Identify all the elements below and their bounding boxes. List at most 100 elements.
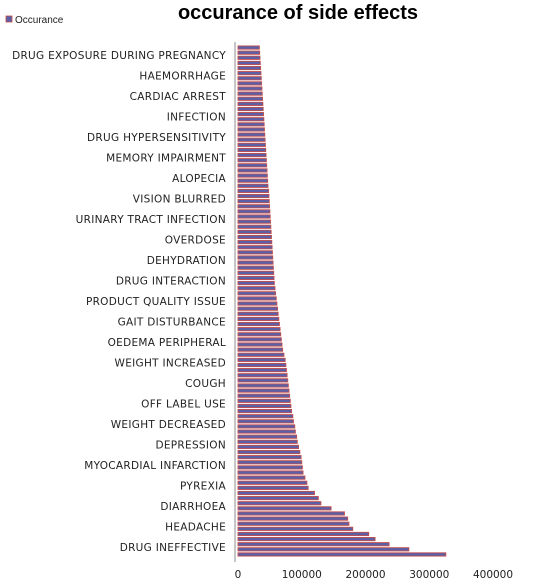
bar: [237, 424, 296, 429]
y-tick-label: PYREXIA: [180, 480, 227, 492]
bar: [237, 127, 265, 132]
bar: [237, 337, 282, 342]
bar: [237, 465, 303, 470]
bar: [237, 475, 306, 480]
bar: [237, 173, 268, 178]
y-tick-label: URINARY TRACT INFECTION: [76, 214, 226, 226]
bar: [237, 132, 266, 137]
y-tick-label: WEIGHT DECREASED: [111, 419, 226, 431]
y-tick-label: INFECTION: [167, 112, 226, 124]
y-tick-label: WEIGHT INCREASED: [115, 357, 226, 369]
bar: [237, 429, 296, 434]
bar: [237, 342, 283, 347]
bar: [237, 357, 286, 362]
bar: [237, 81, 263, 86]
x-tick-label: 300000: [409, 569, 449, 581]
y-tick-label: DRUG HYPERSENSITIVITY: [87, 132, 226, 144]
y-tick-label: DEHYDRATION: [147, 255, 226, 267]
x-tick-label: 200000: [345, 569, 385, 581]
bar: [237, 71, 262, 76]
bar: [237, 91, 263, 96]
bar: [237, 229, 272, 234]
bar: [237, 117, 265, 122]
bar: [237, 168, 268, 173]
bar: [237, 204, 271, 209]
bar: [237, 245, 273, 250]
y-tick-label: OFF LABEL USE: [141, 398, 226, 410]
bar: [237, 137, 266, 142]
bar: [237, 152, 267, 158]
bar: [237, 234, 272, 240]
bar: [237, 531, 370, 537]
bar: [237, 163, 268, 168]
bar: [237, 398, 291, 403]
bar: [237, 265, 274, 270]
bar: [237, 60, 261, 66]
bar: [237, 147, 267, 153]
y-tick-label: MYOCARDIAL INFARCTION: [84, 460, 226, 472]
bar: [237, 45, 260, 50]
bar: [237, 449, 301, 455]
bar: [237, 224, 272, 229]
bar: [237, 470, 304, 475]
bars: [237, 45, 447, 557]
bar: [237, 209, 271, 214]
bar: [237, 311, 279, 316]
bar: [237, 552, 447, 557]
x-axis-labels: 0 100000 200000 300000 400000: [235, 569, 513, 581]
bar: [237, 280, 275, 286]
y-tick-label: OEDEMA PERIPHERAL: [108, 337, 226, 349]
bar: [237, 455, 302, 460]
y-tick-label: DIARRHOEA: [160, 501, 226, 513]
bar: [237, 547, 410, 552]
x-tick-label: 100000: [282, 569, 322, 581]
bar: [237, 516, 349, 521]
bar: [237, 65, 262, 71]
bar: [237, 368, 287, 373]
bar: [237, 511, 345, 516]
bar: [237, 296, 277, 301]
bar: [237, 485, 309, 490]
bar: [237, 327, 281, 332]
bar: [237, 158, 267, 163]
x-tick-label: 0: [235, 569, 242, 581]
bar: [237, 275, 275, 281]
bar: [237, 460, 303, 465]
bar: [237, 347, 284, 352]
y-tick-label: ALOPECIA: [172, 173, 226, 185]
chart-title: occurance of side effects: [178, 2, 418, 24]
bar: [237, 112, 264, 117]
bar: [237, 55, 261, 60]
y-tick-label: VISION BLURRED: [133, 194, 226, 206]
bar: [237, 542, 390, 547]
y-tick-label: DRUG INTERACTION: [116, 276, 226, 288]
bar: [237, 403, 292, 409]
y-tick-label: CARDIAC ARREST: [130, 91, 227, 103]
bar: [237, 188, 270, 194]
y-tick-label: DEPRESSION: [155, 439, 226, 451]
bar: [237, 270, 275, 275]
bar: [237, 106, 264, 112]
bar: [237, 496, 319, 501]
bar: [237, 383, 289, 388]
bar: [237, 506, 332, 511]
bar: [237, 536, 376, 542]
y-tick-label: DRUG EXPOSURE DURING PREGNANCY: [12, 50, 226, 62]
bar: [237, 301, 278, 306]
bar: [237, 393, 291, 398]
y-tick-label: COUGH: [185, 378, 226, 390]
bar: [237, 142, 266, 147]
bar: [237, 199, 270, 204]
bar: [237, 332, 282, 337]
bar: [237, 260, 274, 265]
legend-swatch: [5, 15, 13, 23]
bar: [237, 250, 273, 255]
y-tick-label: OVERDOSE: [165, 235, 226, 247]
bar: [237, 419, 294, 424]
y-tick-label: PRODUCT QUALITY ISSUE: [86, 296, 226, 308]
y-tick-label: DRUG INEFFECTIVE: [120, 542, 226, 554]
bar: [237, 50, 261, 55]
bar: [237, 306, 278, 311]
bar: [237, 439, 298, 444]
